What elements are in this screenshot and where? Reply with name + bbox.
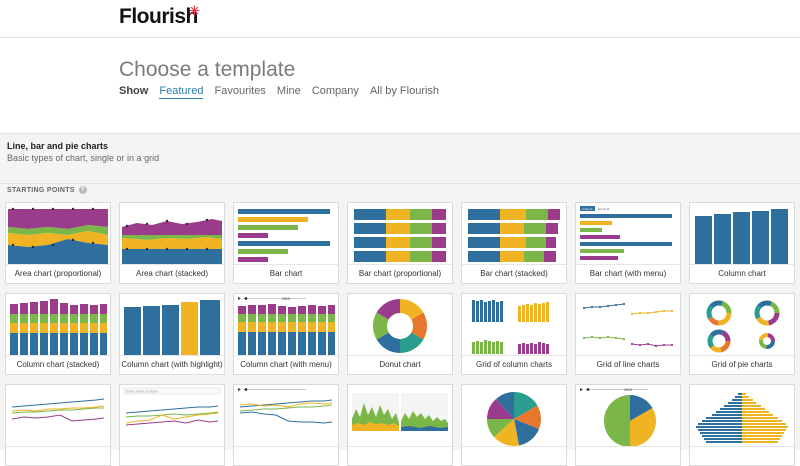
template-label: Bar chart xyxy=(234,264,338,283)
template-label: Area chart (stacked) xyxy=(120,264,224,283)
template-label: Donut chart xyxy=(348,355,452,374)
template-label xyxy=(576,446,680,465)
tab-favourites[interactable]: Favourites xyxy=(214,85,266,97)
template-card[interactable]: 2019 xyxy=(575,384,681,466)
template-card[interactable]: Enter series to show xyxy=(119,384,225,466)
template-label xyxy=(6,446,110,465)
template-label: Column chart (stacked) xyxy=(6,355,110,374)
timeline-year: 2019 xyxy=(282,297,290,301)
template-label: Grid of pie charts xyxy=(690,355,794,374)
template-card[interactable]: Group A Group B Bar chart (with menu) xyxy=(575,202,681,284)
line-chart-icon xyxy=(11,398,105,422)
bar-stacked-icon xyxy=(468,209,560,262)
template-label xyxy=(690,446,794,465)
template-card[interactable]: Grid of line charts xyxy=(575,293,681,375)
template-label: Grid of line charts xyxy=(576,355,680,374)
template-card[interactable]: Column chart xyxy=(689,202,795,284)
menu-button-a: Group A xyxy=(582,207,593,211)
template-label: Column chart (with menu) xyxy=(234,355,338,374)
template-label xyxy=(462,446,566,465)
template-card[interactable]: Bar chart xyxy=(233,202,339,284)
pie-menu-icon: 2019 xyxy=(580,388,656,446)
timeline-year-pie: 2019 xyxy=(624,388,632,392)
tab-all-by-flourish[interactable]: All by Flourish xyxy=(369,85,440,97)
column-stacked-icon xyxy=(10,299,107,355)
template-card[interactable]: Area chart (stacked) xyxy=(119,202,225,284)
menu-button-b: Group B xyxy=(598,207,609,211)
template-label: Bar chart (stacked) xyxy=(462,264,566,283)
grid-pie-icon xyxy=(706,300,780,353)
tabs-label-show: Show xyxy=(119,85,149,97)
bar-menu-icon: Group A Group B xyxy=(580,206,672,260)
template-card[interactable]: Bar chart (proportional) xyxy=(347,202,453,284)
column-chart-icon xyxy=(695,209,788,264)
section-title: Line, bar and pie charts xyxy=(7,141,109,151)
template-label: Column chart xyxy=(690,264,794,283)
pie-chart-icon xyxy=(487,392,541,446)
bar-chart-icon xyxy=(238,209,330,262)
template-label: Grid of column charts xyxy=(462,355,566,374)
flourish-logo[interactable]: Flourish xyxy=(119,5,198,28)
template-label xyxy=(120,446,224,465)
template-card[interactable]: Donut chart xyxy=(347,293,453,375)
population-pyramid-icon xyxy=(696,393,788,443)
template-header: Choose a template Show Featured Favourit… xyxy=(0,38,800,134)
template-card[interactable]: Grid of column charts xyxy=(461,293,567,375)
starting-points-label: STARTING POINTS xyxy=(7,186,75,194)
help-icon[interactable]: ? xyxy=(78,186,87,194)
grid-line-icon xyxy=(582,302,674,348)
template-card[interactable]: Column chart (with highlight) xyxy=(119,293,225,375)
template-card[interactable] xyxy=(233,384,339,466)
starting-points-heading: STARTING POINTS? xyxy=(7,186,87,194)
template-card[interactable] xyxy=(5,384,111,466)
tab-mine[interactable]: Mine xyxy=(276,85,301,97)
template-card[interactable]: Grid of pie charts xyxy=(689,293,795,375)
template-card[interactable]: 2019 Column chart (with menu) xyxy=(233,293,339,375)
section-subtitle: Basic types of chart, single or in a gri… xyxy=(7,153,160,163)
grid-column-icon xyxy=(472,300,549,354)
template-section: Line, bar and pie charts Basic types of … xyxy=(0,134,800,466)
top-bar: Flourish xyxy=(0,0,800,38)
donut-chart-icon xyxy=(372,299,428,353)
area-stacked-icon xyxy=(122,218,222,264)
logo-burst-icon xyxy=(189,5,200,16)
column-highlight-icon xyxy=(124,300,220,355)
column-menu-icon: 2019 xyxy=(238,297,335,355)
line-highlight-icon xyxy=(238,388,333,424)
template-card[interactable] xyxy=(347,384,453,466)
template-label: Column chart (with highlight) xyxy=(120,355,224,374)
series-search-input: Enter series to show xyxy=(126,390,158,394)
section-divider xyxy=(0,183,800,184)
template-label: Bar chart (with menu) xyxy=(576,264,680,283)
template-label: Area chart (proportional) xyxy=(6,264,110,283)
template-card[interactable]: Area chart (proportional) xyxy=(5,202,111,284)
template-card[interactable] xyxy=(689,384,795,466)
template-label: Bar chart (proportional) xyxy=(348,264,452,283)
filter-tabs: Show Featured Favourites Mine Company Al… xyxy=(119,85,447,99)
template-label xyxy=(348,446,452,465)
page-title: Choose a template xyxy=(119,58,296,81)
tab-featured[interactable]: Featured xyxy=(159,85,204,99)
area-proportional-icon xyxy=(8,207,108,264)
template-label xyxy=(234,446,338,465)
template-card[interactable] xyxy=(461,384,567,466)
area-grid-icon xyxy=(352,393,448,431)
bar-proportional-icon xyxy=(354,209,446,262)
template-card[interactable]: Bar chart (stacked) xyxy=(461,202,567,284)
line-menu-icon: Enter series to show xyxy=(123,387,221,426)
tab-company[interactable]: Company xyxy=(311,85,359,97)
template-card[interactable]: Column chart (stacked) xyxy=(5,293,111,375)
